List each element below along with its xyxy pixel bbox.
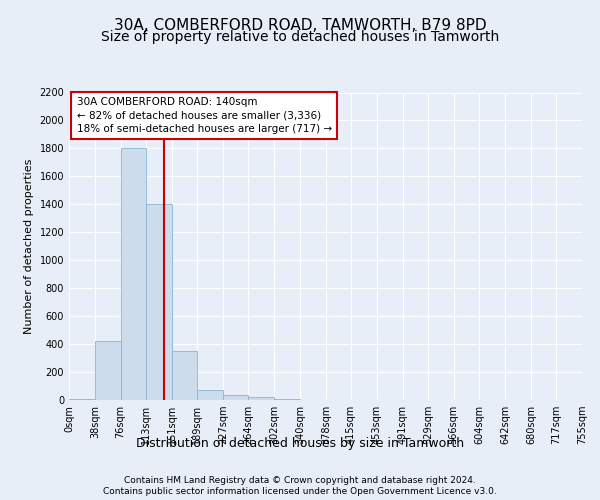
Bar xyxy=(172,351,197,400)
Bar xyxy=(69,398,95,400)
Bar xyxy=(223,395,248,400)
Text: 30A COMBERFORD ROAD: 140sqm
← 82% of detached houses are smaller (3,336)
18% of : 30A COMBERFORD ROAD: 140sqm ← 82% of det… xyxy=(77,97,332,134)
Y-axis label: Number of detached properties: Number of detached properties xyxy=(24,158,34,334)
Text: 30A, COMBERFORD ROAD, TAMWORTH, B79 8PD: 30A, COMBERFORD ROAD, TAMWORTH, B79 8PD xyxy=(113,18,487,32)
Bar xyxy=(95,342,121,400)
Bar xyxy=(146,204,172,400)
Text: Size of property relative to detached houses in Tamworth: Size of property relative to detached ho… xyxy=(101,30,499,44)
Text: Distribution of detached houses by size in Tamworth: Distribution of detached houses by size … xyxy=(136,438,464,450)
Bar xyxy=(248,397,274,400)
Text: Contains HM Land Registry data © Crown copyright and database right 2024.: Contains HM Land Registry data © Crown c… xyxy=(124,476,476,485)
Text: Contains public sector information licensed under the Open Government Licence v3: Contains public sector information licen… xyxy=(103,487,497,496)
Bar xyxy=(121,148,146,400)
Bar xyxy=(197,390,223,400)
